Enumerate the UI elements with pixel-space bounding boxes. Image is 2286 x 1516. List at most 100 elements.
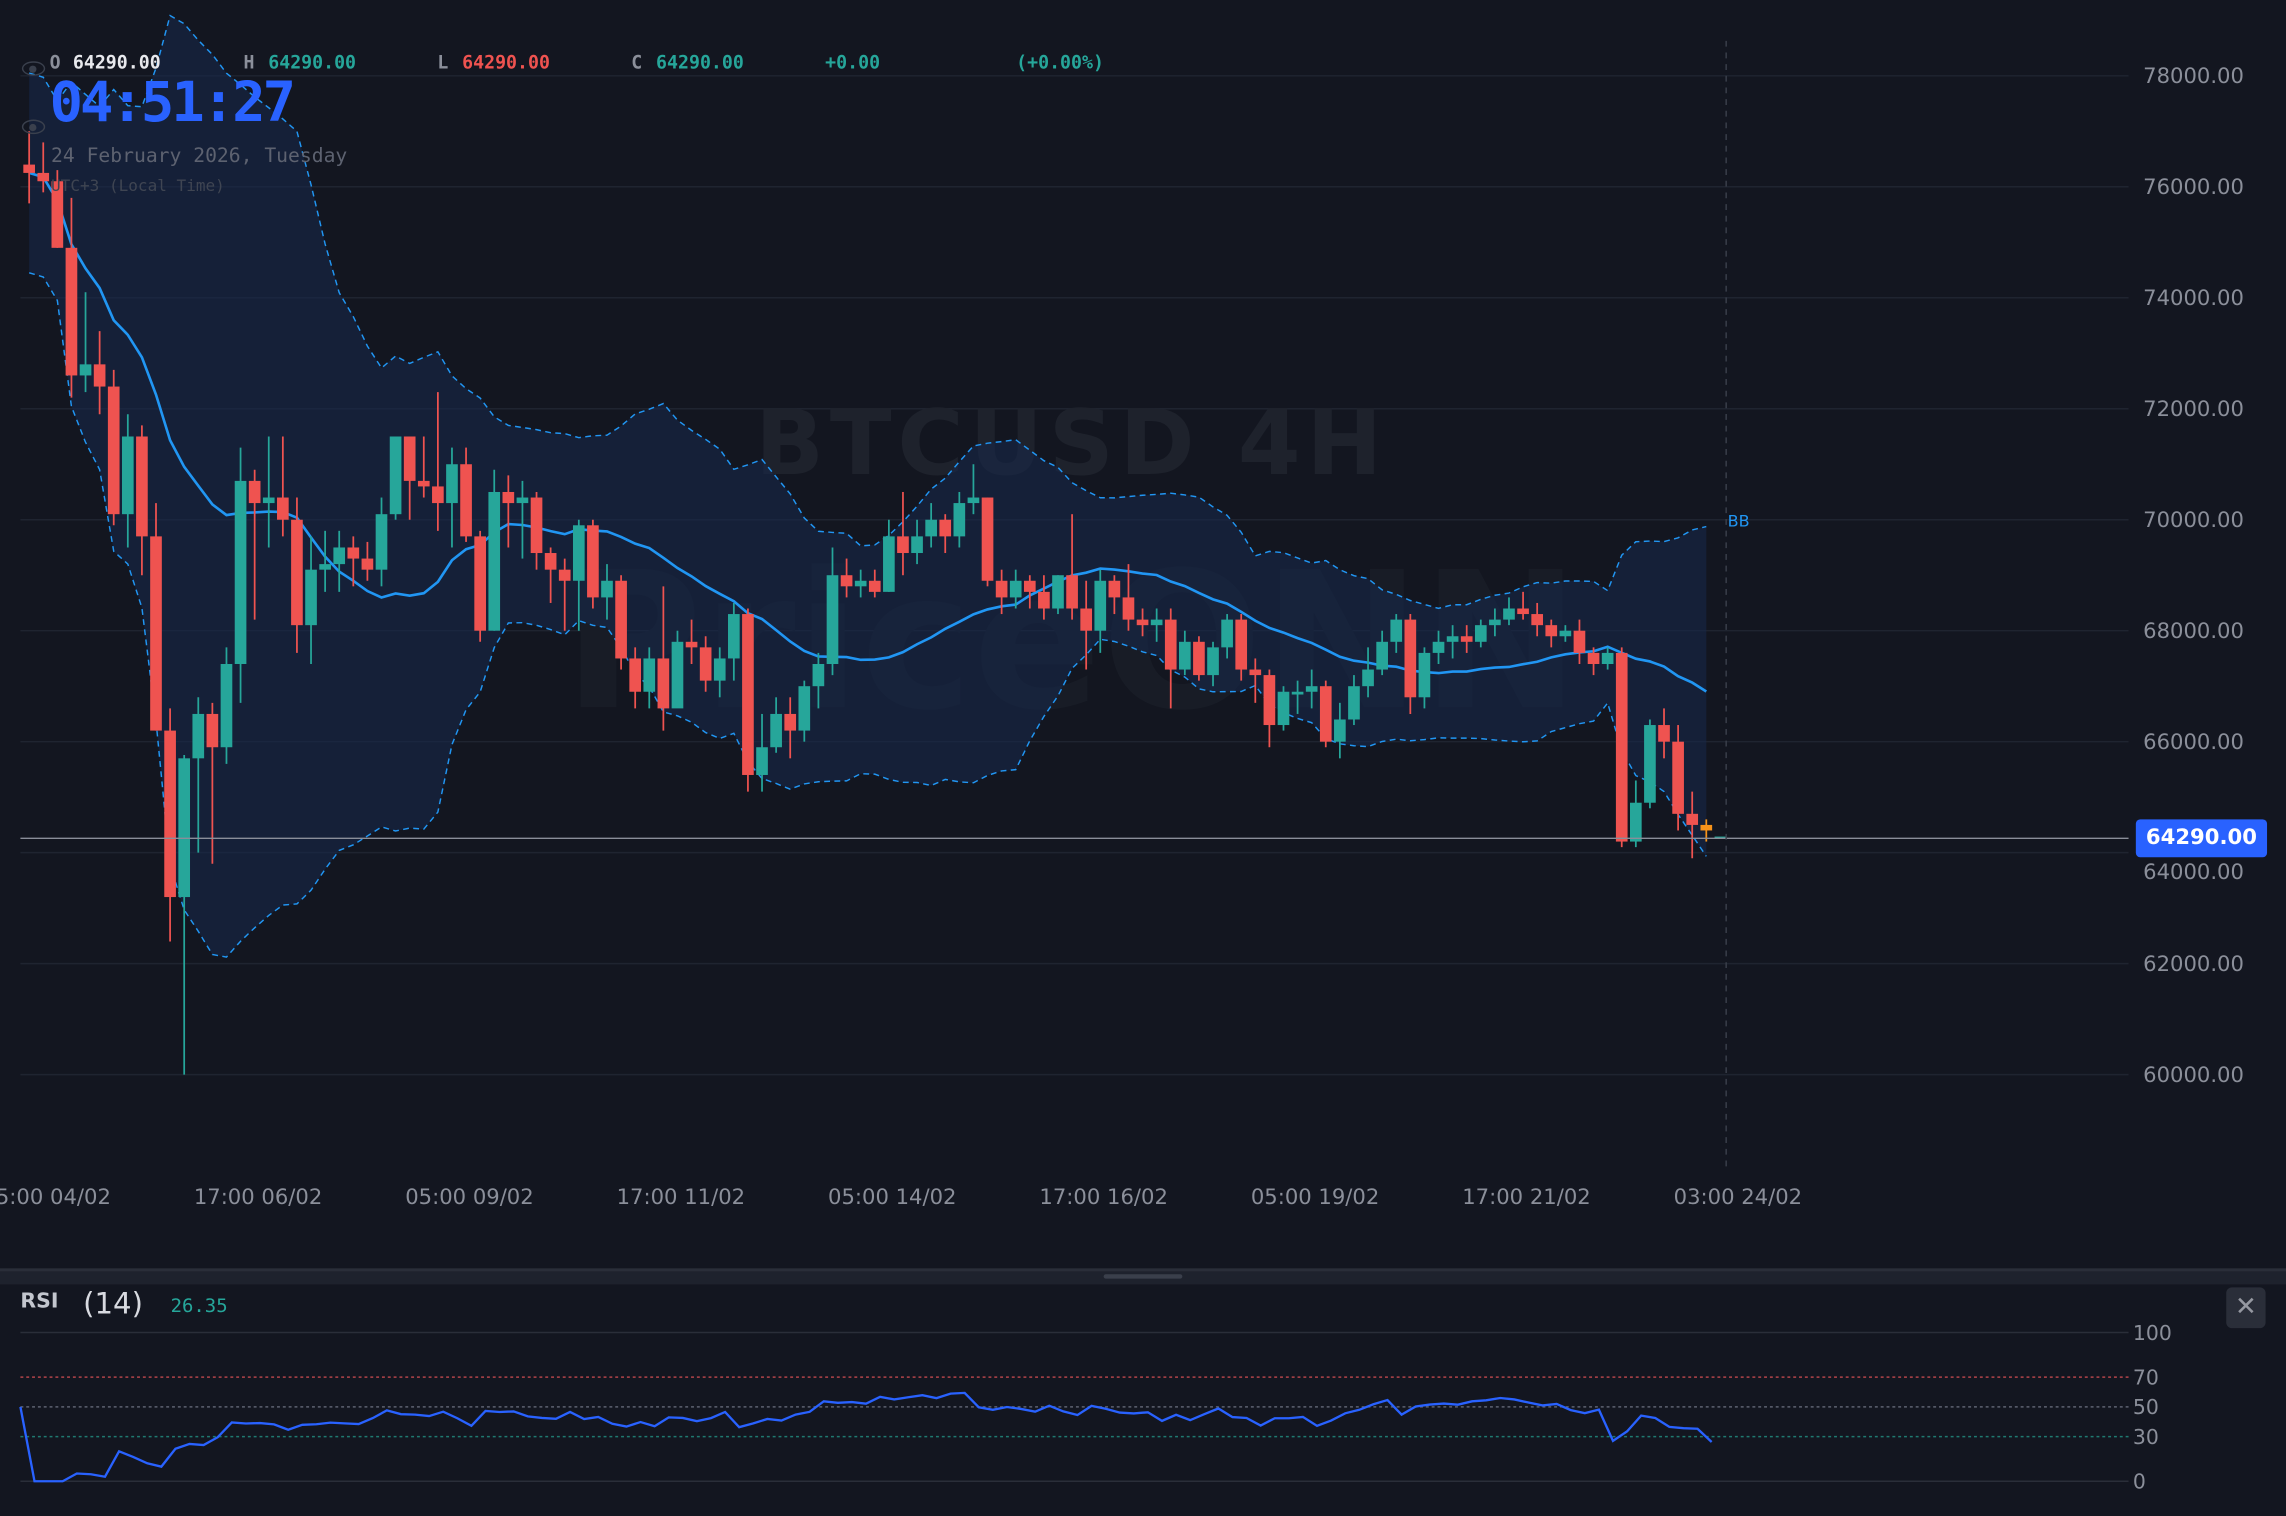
candle (432, 392, 444, 531)
candle-body (883, 536, 895, 592)
close-value: 64290.00 (656, 51, 744, 73)
candle (587, 519, 599, 609)
candle (305, 536, 317, 665)
candle-body (1038, 591, 1050, 609)
candle-body (460, 464, 472, 537)
candle (248, 469, 261, 620)
candle-body (361, 558, 374, 570)
candle-body (840, 575, 853, 587)
candle-body (1263, 675, 1276, 726)
eye-icon[interactable] (21, 61, 46, 76)
candle (1179, 630, 1191, 676)
candle (347, 536, 360, 587)
candle-body (1136, 619, 1149, 626)
candle-body (121, 436, 134, 515)
candle (1517, 591, 1529, 620)
candle-body (1517, 608, 1529, 615)
candle-body (502, 491, 515, 504)
candle (840, 558, 853, 598)
candle-body (953, 503, 966, 537)
eye-icon[interactable] (21, 119, 46, 135)
candle (1432, 630, 1445, 665)
candle (1503, 597, 1515, 626)
candle (65, 197, 78, 398)
candle (798, 680, 811, 742)
bollinger-upper (28, 14, 1707, 610)
high-value: 64290.00 (268, 51, 357, 73)
time-tick-label: 03:00 24/02 (1674, 1184, 1802, 1209)
low-value: 64290.00 (462, 51, 550, 73)
candle-body (995, 580, 1008, 598)
candle (756, 713, 768, 792)
candle (361, 541, 374, 581)
candle (1080, 580, 1093, 670)
candle (79, 292, 92, 393)
candle (1235, 614, 1248, 681)
candle-body (136, 436, 148, 537)
candle-body (1009, 580, 1022, 598)
candle (615, 575, 627, 670)
candle-body (770, 713, 782, 748)
candle-body (1446, 636, 1459, 642)
candle (1489, 608, 1501, 637)
candle (460, 447, 472, 542)
candle (1644, 719, 1656, 809)
candle-body (1193, 641, 1205, 676)
price-axis[interactable]: 78000.00 76000.00 74000.00 72000.00 70000.00… (2143, 63, 2244, 1087)
candle (93, 331, 106, 415)
candle-body (601, 580, 613, 598)
candle (1066, 514, 1078, 620)
candle-body (587, 525, 599, 598)
candle-body (150, 536, 162, 731)
candle-body (1221, 619, 1233, 648)
candle-body (1319, 686, 1332, 742)
candle (1136, 608, 1149, 637)
candle (967, 464, 980, 515)
candle (1009, 569, 1022, 609)
time-tick-label: 05:00 09/02 (405, 1184, 533, 1209)
candle-body (1559, 630, 1572, 637)
time-tick-label: 17:00 21/02 (1462, 1184, 1590, 1209)
time-axis[interactable]: 05:00 04/02 17:00 06/02 05:00 09/02 17:00 1… (0, 1184, 1802, 1209)
candle (375, 497, 388, 587)
candle (1559, 625, 1572, 642)
rsi-chart: 100 70 50 30 0 (19, 1321, 2172, 1494)
rsi-tick-label: 30 (2133, 1425, 2159, 1449)
candle (925, 503, 937, 548)
candle-body (558, 569, 571, 581)
rsi-value: 26.35 (170, 1296, 228, 1318)
candle-body (79, 364, 92, 376)
rsi-length: (14) (83, 1285, 143, 1321)
candle (220, 647, 233, 764)
candle-body (742, 614, 754, 775)
candle-body (1432, 641, 1445, 653)
time-tick-label: 05:00 19/02 (1251, 1184, 1379, 1209)
pane-resize-handle[interactable] (1103, 1274, 1183, 1279)
candle-body (1023, 580, 1036, 592)
candle-body (1376, 641, 1388, 670)
candle (643, 647, 656, 709)
candle (1263, 669, 1276, 748)
candle (1615, 647, 1628, 848)
candle (1474, 619, 1487, 648)
candle (1221, 614, 1233, 659)
close-icon[interactable]: ✕ (2226, 1287, 2266, 1329)
price-tick-label: 70000.00 (2143, 507, 2244, 532)
candle-body (432, 486, 444, 504)
candle (1601, 647, 1614, 670)
candle (164, 708, 176, 942)
rsi-tick-label: 70 (2133, 1365, 2159, 1389)
candle (1672, 725, 1684, 831)
candle (1164, 608, 1177, 709)
candle-body (277, 497, 289, 520)
candle-body (347, 547, 360, 559)
candle-body (178, 758, 191, 898)
rsi-line (19, 1391, 1713, 1483)
candle (1587, 647, 1600, 676)
candle (1038, 575, 1050, 620)
candle-body (1587, 652, 1600, 665)
candle-body (897, 536, 909, 554)
candle (713, 647, 726, 698)
